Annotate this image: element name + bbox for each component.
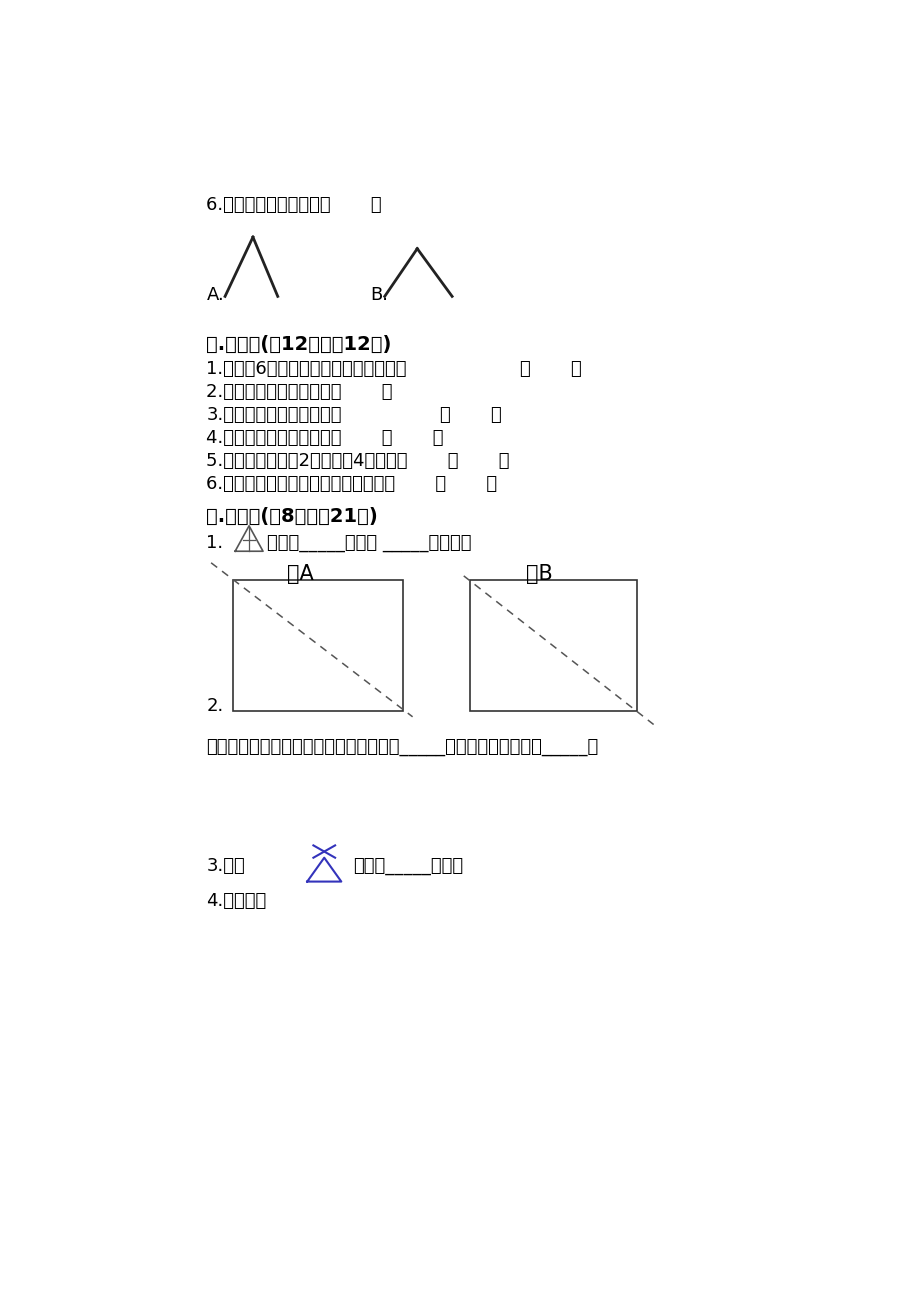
Text: 三.填空题(全8题，全21分): 三.填空题(全8题，全21分) [206, 506, 378, 526]
Text: 1.钟面上6时整时，分针和时针成直角。: 1.钟面上6时整时，分针和时针成直角。 [206, 359, 406, 378]
Text: （       ）: （ ） [519, 359, 581, 378]
Text: 3.角的两边越长，角越大。: 3.角的两边越长，角越大。 [206, 406, 342, 423]
Text: 中，有_____个角。: 中，有_____个角。 [353, 857, 462, 875]
Text: 2.所有直角大小都相等。（       ）: 2.所有直角大小都相等。（ ） [206, 383, 392, 401]
Text: 把长方形泿虚线剪开。剩下一个直角的是_____，剩下三个直角的是_____。: 把长方形泿虚线剪开。剩下一个直角的是_____，剩下三个直角的是_____。 [206, 738, 598, 755]
Text: 2.: 2. [206, 697, 223, 715]
Text: 5.一副三角尺上有2个直角，4个钄角。       （       ）: 5.一副三角尺上有2个直角，4个钄角。 （ ） [206, 452, 509, 470]
Bar [470, 579, 636, 711]
Bar [233, 579, 403, 711]
Text: 6.一个点和两条线一定能组成一个角。       （       ）: 6.一个点和两条线一定能组成一个角。 （ ） [206, 475, 497, 493]
Text: 4.分一分。: 4.分一分。 [206, 892, 267, 910]
Text: 4.钄角的一半一定是锐角。       （       ）: 4.钄角的一半一定是锐角。 （ ） [206, 428, 444, 447]
Text: A.: A. [206, 285, 224, 303]
Text: （       ）: （ ） [440, 406, 502, 423]
Text: 图B: 图B [525, 564, 552, 585]
Text: B.: B. [370, 285, 389, 303]
Text: 6.比一比。哪个角大？（       ）: 6.比一比。哪个角大？（ ） [206, 197, 381, 215]
Text: 二.判断题(全12题，全12分): 二.判断题(全12题，全12分) [206, 335, 391, 354]
Text: 3.图形: 3.图形 [206, 857, 245, 875]
Text: 图内有_____个角， _____个直角。: 图内有_____个角， _____个直角。 [267, 534, 471, 552]
Text: 图A: 图A [287, 564, 313, 585]
Text: 1.: 1. [206, 534, 223, 552]
